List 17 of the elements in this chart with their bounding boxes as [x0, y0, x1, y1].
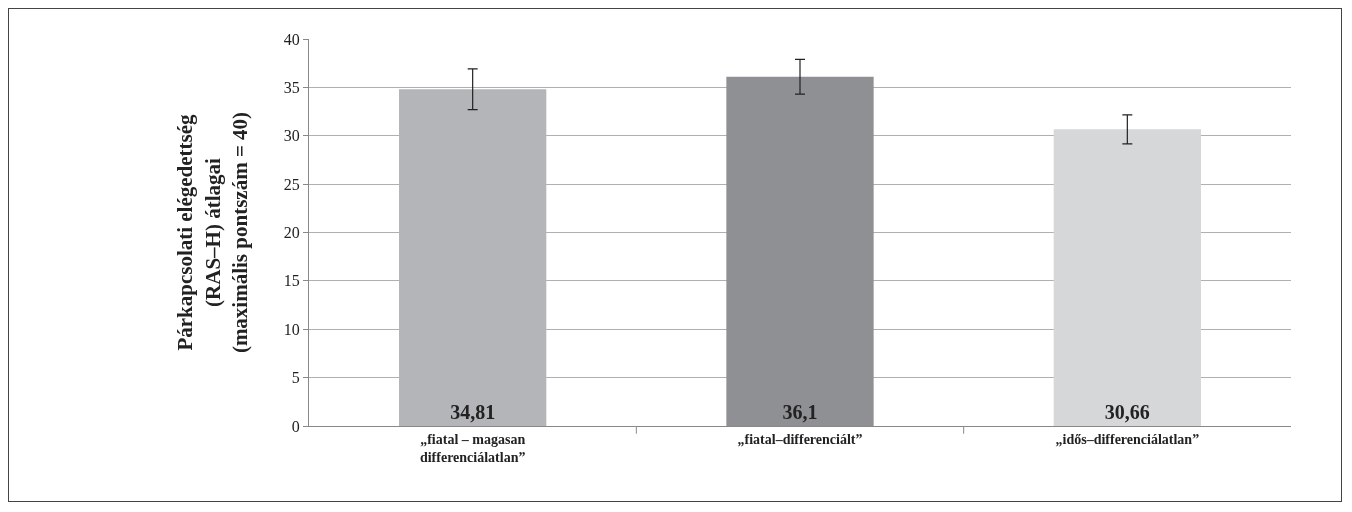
data-label: 36,1 — [782, 401, 818, 423]
y-tick-label: 30 — [283, 127, 300, 145]
x-tick-label: „fiatal – magasan differenciálatlan” — [419, 431, 526, 465]
x-tick-label: „fiatal–differenciált” — [737, 431, 863, 447]
y-tick-label: 15 — [283, 272, 300, 290]
y-tick-label: 40 — [283, 30, 300, 48]
data-label: 34,81 — [450, 401, 496, 423]
y-tick-label: 5 — [291, 369, 300, 387]
x-tick-label: „idős–differenciálatlan” — [1055, 431, 1200, 447]
y-tick-label: 35 — [283, 78, 300, 96]
y-tick-label: 25 — [283, 175, 300, 193]
y-tick-label: 0 — [291, 417, 300, 435]
y-tick-label: 20 — [283, 224, 300, 242]
y-axis-title: Párkapcsolati elégedettség (RAS–H) átlagai (maximális pontszám = 40) — [173, 111, 252, 354]
data-label: 30,66 — [1104, 401, 1150, 423]
y-tick-label: 10 — [283, 320, 300, 338]
bar — [1053, 129, 1201, 426]
